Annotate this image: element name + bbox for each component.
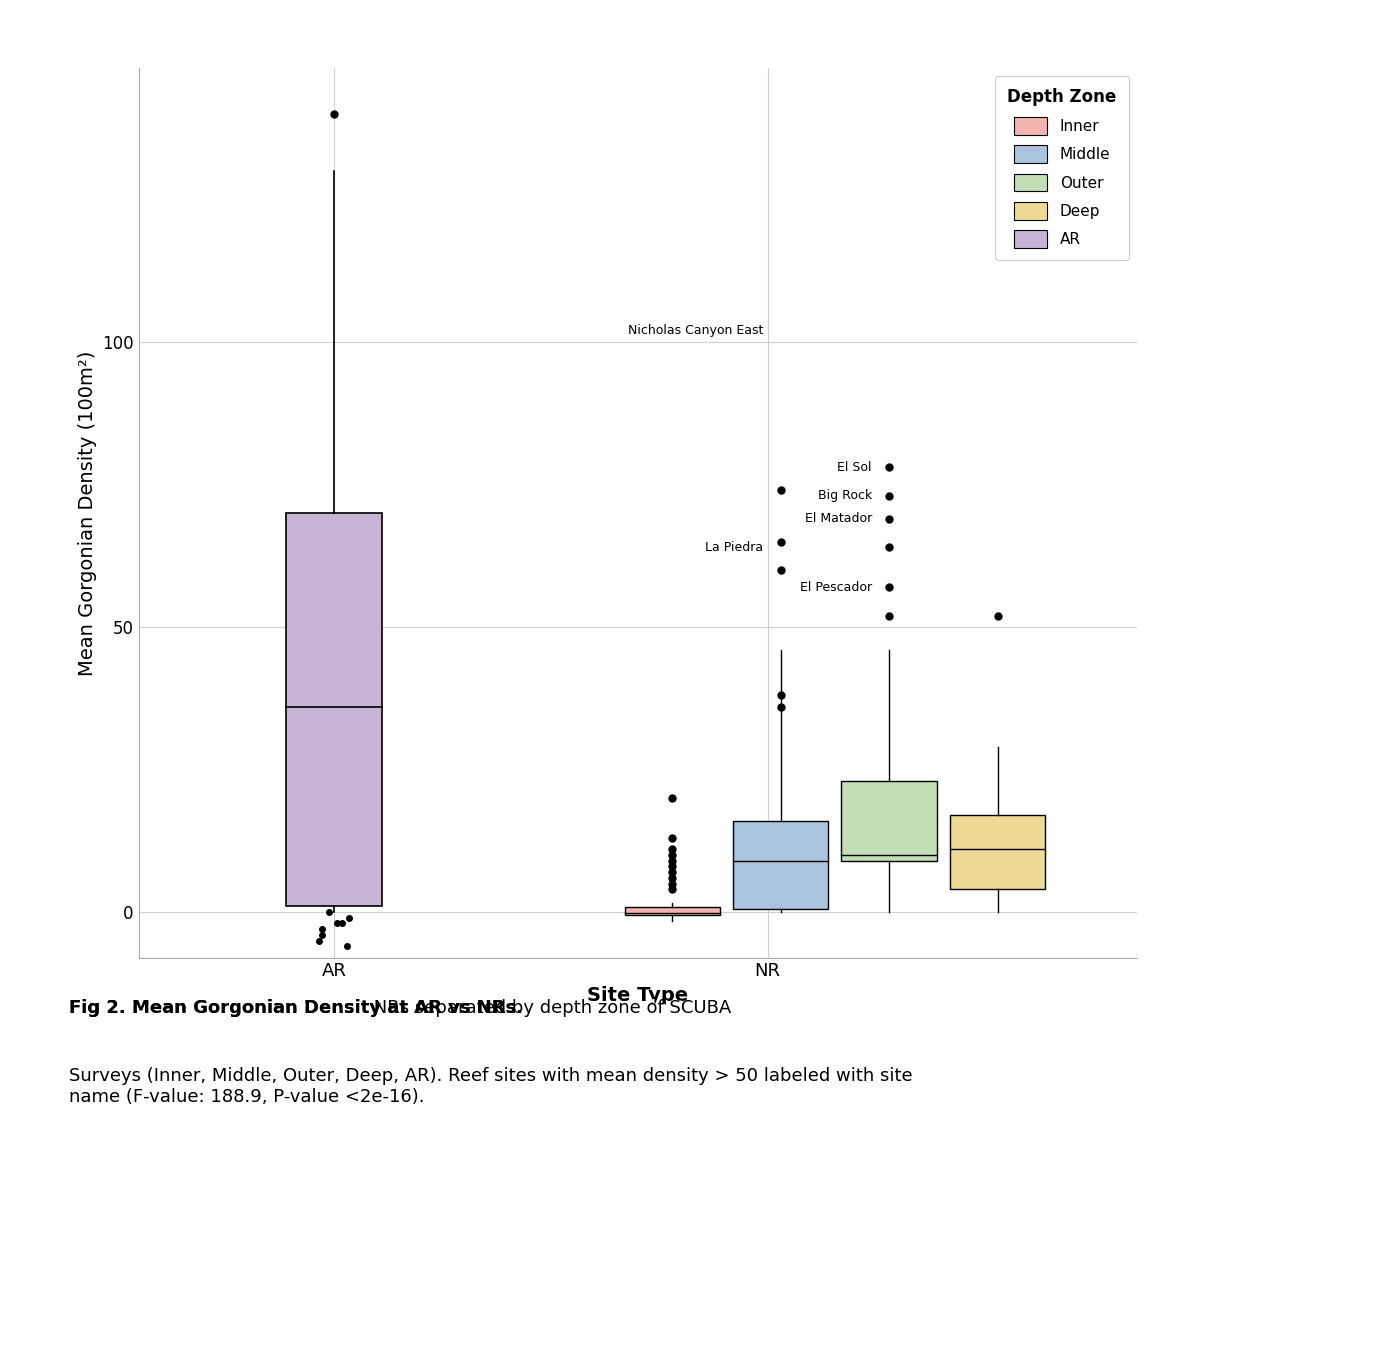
Text: Nicholas Canyon East: Nicholas Canyon East	[628, 324, 764, 337]
Bar	[841, 781, 937, 860]
Text: Fig 2. Mean Gorgonian Density at AR vs NRs. NRs separated by depth zone of SCUBA: Fig 2. Mean Gorgonian Density at AR vs N…	[69, 999, 836, 1016]
Text: Surveys (Inner, Middle, Outer, Deep, AR). Reef sites with mean density > 50 labe: Surveys (Inner, Middle, Outer, Deep, AR)…	[69, 1067, 913, 1105]
X-axis label: Site Type: Site Type	[588, 986, 687, 1005]
Legend: Inner, Middle, Outer, Deep, AR: Inner, Middle, Outer, Deep, AR	[995, 77, 1128, 260]
Bar	[625, 907, 719, 915]
Text: Big Rock: Big Rock	[818, 490, 872, 502]
Bar	[286, 513, 381, 907]
Text: Fig 2. Mean Gorgonian Density at AR vs NRs.: Fig 2. Mean Gorgonian Density at AR vs N…	[69, 999, 524, 1016]
Text: La Piedra: La Piedra	[705, 540, 764, 554]
Bar	[733, 821, 829, 910]
Text: El Sol: El Sol	[837, 461, 872, 473]
Text: El Matador: El Matador	[805, 512, 872, 525]
Text: NRs separated by depth zone of SCUBA: NRs separated by depth zone of SCUBA	[69, 999, 732, 1016]
Bar	[949, 815, 1045, 889]
Y-axis label: Mean Gorgonian Density (100m²): Mean Gorgonian Density (100m²)	[78, 350, 97, 676]
Text: El Pescador: El Pescador	[800, 580, 872, 594]
Text: Fig 2. Mean Gorgonian Density at AR vs NRs.: Fig 2. Mean Gorgonian Density at AR vs N…	[69, 999, 524, 1016]
